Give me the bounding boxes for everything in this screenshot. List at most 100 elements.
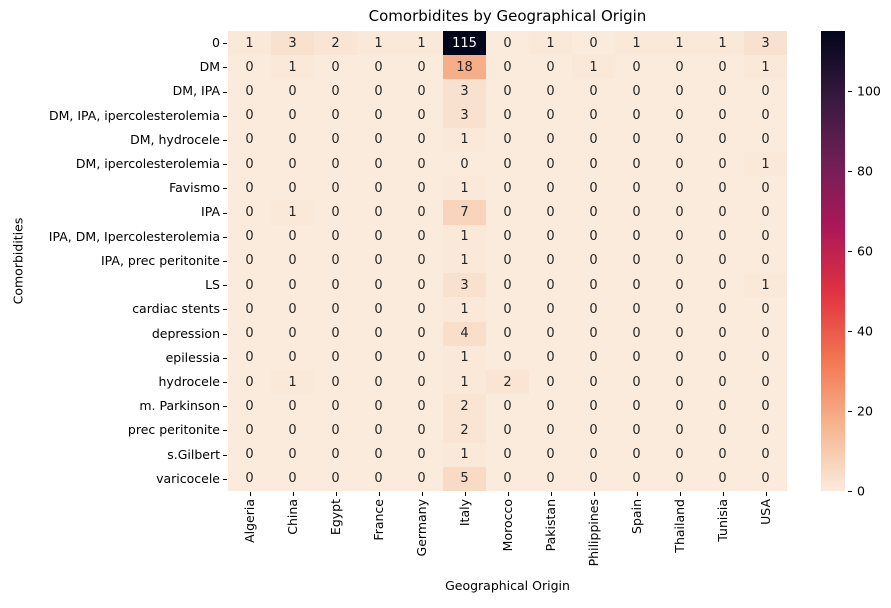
heatmap-cell: 1: [443, 224, 486, 249]
x-tick-label: Germany: [414, 499, 429, 557]
x-tick-label: Tunisia: [715, 499, 730, 542]
y-tick-label: depression: [151, 325, 220, 341]
heatmap-cell: 0: [357, 297, 400, 322]
y-tick-label: IPA, prec peritonite: [100, 252, 220, 268]
heatmap-cell: 0: [486, 394, 529, 419]
heatmap-cell: 0: [486, 273, 529, 298]
heatmap-cell: 0: [486, 466, 529, 491]
heatmap-cell: 0: [615, 418, 658, 443]
heatmap-cell: 3: [443, 79, 486, 104]
heatmap-cell: 0: [701, 321, 744, 346]
heatmap-cell: 3: [744, 31, 787, 56]
heatmap-cell: 2: [443, 418, 486, 443]
y-tick-mark: [223, 188, 227, 190]
heatmap-cell: 1: [744, 55, 787, 80]
heatmap-cell: 0: [744, 224, 787, 249]
heatmap-cell: 1: [357, 31, 400, 56]
heatmap-cell: 1: [701, 31, 744, 56]
heatmap-cell: 0: [271, 418, 314, 443]
heatmap-cell: 0: [314, 224, 357, 249]
heatmap-cell: 1: [658, 31, 701, 56]
heatmap-cell: 0: [572, 369, 615, 395]
heatmap-cell: 0: [658, 345, 701, 370]
y-tick-mark: [223, 309, 227, 311]
y-tick-mark: [223, 382, 227, 384]
colorbar-tick-label: 0: [857, 483, 865, 499]
heatmap-cell: 1: [271, 369, 314, 395]
heatmap-cell: 0: [314, 369, 357, 395]
heatmap-cell: 0: [486, 297, 529, 322]
y-tick-mark: [223, 357, 227, 359]
heatmap-cell: 0: [529, 224, 572, 249]
heatmap-cell: 0: [357, 224, 400, 249]
y-tick-mark: [223, 430, 227, 432]
heatmap-cell: 0: [658, 248, 701, 274]
colorbar-tick-label: 100: [857, 83, 881, 99]
x-tick-mark: [679, 492, 681, 496]
heatmap-cell: 0: [658, 176, 701, 201]
heatmap-cell: 0: [400, 224, 443, 249]
heatmap-cell: 0: [701, 79, 744, 104]
heatmap-cell: 0: [744, 103, 787, 128]
heatmap-cell: 0: [744, 442, 787, 467]
y-tick-mark: [223, 285, 227, 287]
heatmap-cell: 0: [701, 442, 744, 467]
heatmap-cell: 0: [701, 127, 744, 153]
heatmap-cell: 1: [529, 31, 572, 56]
heatmap-cell: 0: [615, 176, 658, 201]
heatmap-cell: 0: [572, 394, 615, 419]
x-tick-mark: [593, 492, 595, 496]
heatmap-cell: 0: [529, 442, 572, 467]
heatmap-cell: 115: [443, 31, 486, 56]
heatmap-cell: 0: [486, 224, 529, 249]
x-tick-label: Algeria: [242, 499, 257, 543]
heatmap-cell: 2: [486, 369, 529, 395]
y-tick-mark: [223, 212, 227, 214]
heatmap-cell: 0: [615, 224, 658, 249]
heatmap-cell: 0: [529, 248, 572, 274]
heatmap-cell: 0: [529, 103, 572, 128]
heatmap-cell: 0: [529, 152, 572, 177]
heatmap-cell: 0: [271, 297, 314, 322]
heatmap-cell: 0: [228, 103, 271, 128]
y-tick-mark: [223, 139, 227, 141]
heatmap-cell: 0: [486, 248, 529, 274]
heatmap-cell: 0: [701, 394, 744, 419]
heatmap-cell: 0: [228, 127, 271, 153]
heatmap-cell: 0: [228, 273, 271, 298]
heatmap-cell: 0: [701, 297, 744, 322]
heatmap-cell: 0: [572, 273, 615, 298]
heatmap-cell: 1: [615, 31, 658, 56]
heatmap-cell: 0: [271, 273, 314, 298]
x-tick-mark: [722, 492, 724, 496]
heatmap-cell: 0: [486, 321, 529, 346]
heatmap-cell: 0: [658, 418, 701, 443]
y-tick-mark: [223, 43, 227, 45]
heatmap-cell: 2: [443, 394, 486, 419]
heatmap-cell: 0: [357, 79, 400, 104]
heatmap-cell: 1: [271, 200, 314, 225]
y-tick-label: s.Gilbert: [167, 446, 220, 462]
heatmap-cell: 1: [572, 55, 615, 80]
heatmap-cell: 0: [572, 248, 615, 274]
heatmap-cell: 0: [228, 442, 271, 467]
y-tick-label: varicocele: [156, 470, 220, 486]
y-tick-label: IPA: [201, 204, 220, 220]
heatmap-cell: 0: [400, 248, 443, 274]
heatmap-cell: 0: [486, 200, 529, 225]
heatmap-cell: 0: [615, 127, 658, 153]
heatmap-cell: 0: [658, 55, 701, 80]
heatmap-cell: 0: [314, 273, 357, 298]
y-tick-label: DM, ipercolesterolemia: [75, 156, 220, 172]
heatmap-cell: 0: [357, 345, 400, 370]
heatmap-cell: 1: [443, 176, 486, 201]
heatmap-cell: 0: [744, 466, 787, 491]
heatmap-cell: 0: [400, 103, 443, 128]
heatmap-cell: 0: [701, 103, 744, 128]
heatmap-cell: 0: [357, 466, 400, 491]
heatmap-cell: 0: [314, 152, 357, 177]
x-tick-label: Pakistan: [543, 499, 558, 552]
heatmap-cell: 0: [529, 79, 572, 104]
heatmap-cell: 0: [572, 79, 615, 104]
